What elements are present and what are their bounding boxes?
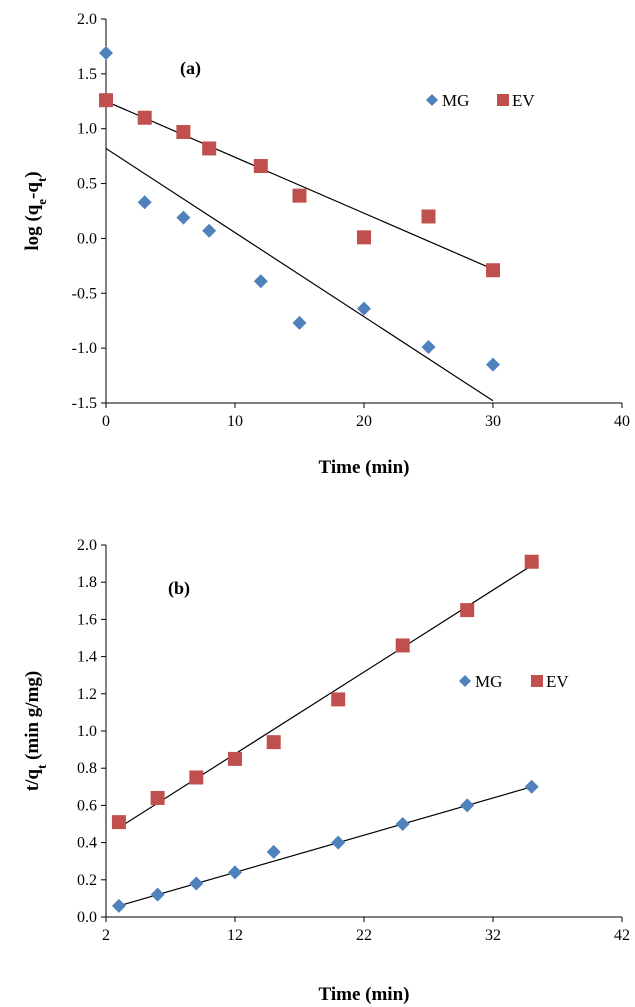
legend-marker-ev xyxy=(531,675,543,687)
data-point-ev xyxy=(266,735,281,750)
data-point-ev xyxy=(395,638,410,653)
data-point-ev xyxy=(111,815,126,830)
y-tick-label: -1.5 xyxy=(72,395,97,412)
panel-label: (b) xyxy=(168,578,190,599)
legend-marker-mg xyxy=(459,675,471,687)
x-tick-label: 10 xyxy=(227,413,243,430)
y-tick-label: 0.8 xyxy=(77,760,97,777)
x-tick-label: 40 xyxy=(614,413,630,430)
x-tick-label: 30 xyxy=(485,413,501,430)
y-tick-label: 0.0 xyxy=(77,909,97,926)
data-point-mg xyxy=(357,301,371,316)
y-tick-label: 0.0 xyxy=(77,230,97,247)
legend-marker-ev xyxy=(497,94,509,106)
data-point-mg xyxy=(202,223,217,238)
data-point-mg xyxy=(266,844,281,859)
x-axis-title: Time (min) xyxy=(319,984,410,1005)
y-tick-label: 2.0 xyxy=(77,537,97,554)
x-axis-title: Time (min) xyxy=(319,457,410,478)
chart-panel-b: 0.0 0.2 0.4 0.6 0.8 1.0 1.2 1.4 1.6 1.8 2.0 2 12 22 32… xyxy=(22,537,630,1005)
y-tick-label: 0.4 xyxy=(77,835,97,852)
x-tick-label: 12 xyxy=(227,927,243,944)
y-tick-label: 1.2 xyxy=(77,686,97,703)
y-tick-label: 1.0 xyxy=(77,121,97,138)
data-point-mg xyxy=(292,315,307,330)
data-point-mg xyxy=(421,340,436,355)
data-point-mg xyxy=(228,865,242,880)
y-tick-label: 0.2 xyxy=(77,872,97,889)
y-tick-label: 0.5 xyxy=(77,176,97,193)
data-point-mg xyxy=(395,817,410,831)
x-tick-label: 22 xyxy=(356,927,372,944)
data-point-ev xyxy=(202,141,217,156)
y-tick-label: -0.5 xyxy=(72,285,97,302)
data-point-mg xyxy=(253,274,268,289)
y-tick-label: 1.6 xyxy=(77,611,97,628)
data-point-ev xyxy=(460,603,475,618)
data-point-ev xyxy=(292,188,307,203)
data-point-mg xyxy=(137,195,152,210)
y-tick-label: -1.0 xyxy=(72,340,97,357)
data-point-ev xyxy=(228,751,242,766)
data-point-ev xyxy=(99,93,113,108)
x-tick-label: 42 xyxy=(614,927,630,944)
y-axis-title: log (qe-qt) xyxy=(22,171,49,250)
legend-label-ev: EV xyxy=(546,672,569,691)
y-tick-label: 1.5 xyxy=(77,66,97,83)
chart-panel-a: -1.5 -1.0 -0.5 0.0 0.5 1.0 1.5 2.0 0 10 20 30 40 Time… xyxy=(22,11,630,478)
data-point-ev xyxy=(357,230,371,245)
trendline-mg xyxy=(105,147,494,402)
data-point-mg xyxy=(99,46,113,61)
data-point-ev xyxy=(176,125,191,140)
data-point-ev xyxy=(524,554,539,569)
data-point-ev xyxy=(331,692,346,707)
data-point-mg xyxy=(176,210,191,225)
y-tick-label: 1.4 xyxy=(77,649,97,666)
data-point-ev xyxy=(486,263,500,278)
data-point-mg xyxy=(524,779,539,794)
data-point-mg xyxy=(460,798,475,813)
legend-label-mg: MG xyxy=(475,672,502,691)
data-point-mg xyxy=(111,898,126,913)
data-point-mg xyxy=(331,835,346,850)
trendline-ev xyxy=(105,100,494,270)
y-tick-label: 0.6 xyxy=(77,797,97,814)
data-point-ev xyxy=(189,770,204,785)
data-point-ev xyxy=(253,159,268,174)
x-tick-label: 20 xyxy=(356,413,372,430)
y-tick-label: 1.0 xyxy=(77,723,97,740)
data-point-mg xyxy=(486,357,500,372)
data-point-ev xyxy=(137,110,152,125)
data-point-ev xyxy=(150,790,165,805)
legend-label-ev: EV xyxy=(512,91,535,110)
y-axis-title: t/qt (min g/mg) xyxy=(22,671,49,791)
data-point-ev xyxy=(421,209,436,224)
y-tick-label: 2.0 xyxy=(77,11,97,28)
x-tick-label: 2 xyxy=(102,927,110,944)
data-point-mg xyxy=(189,876,204,891)
y-tick-label: 1.8 xyxy=(77,574,97,591)
legend-marker-mg xyxy=(426,94,438,106)
x-tick-label: 0 xyxy=(102,413,110,430)
x-tick-label: 32 xyxy=(485,927,501,944)
data-point-mg xyxy=(150,887,165,902)
panel-label: (a) xyxy=(180,58,201,79)
legend-label-mg: MG xyxy=(442,91,469,110)
